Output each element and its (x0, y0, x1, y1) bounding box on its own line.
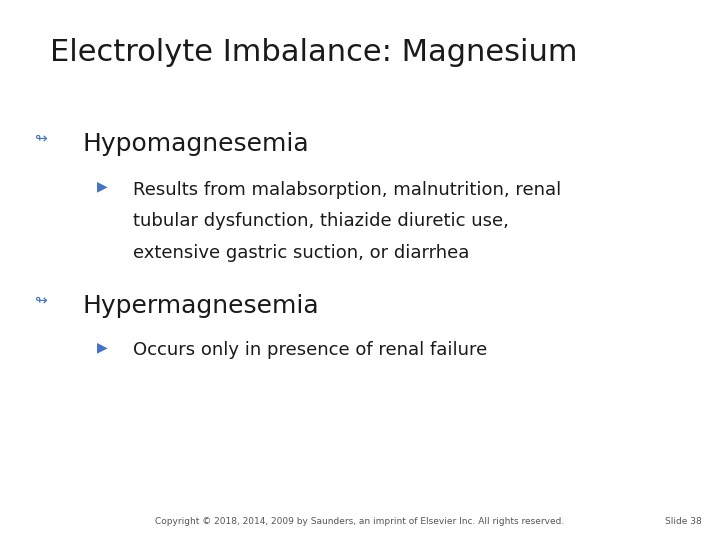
Text: Results from malabsorption, malnutrition, renal: Results from malabsorption, malnutrition… (133, 181, 562, 199)
Text: ▶: ▶ (97, 179, 108, 193)
Text: Electrolyte Imbalance: Magnesium: Electrolyte Imbalance: Magnesium (50, 38, 578, 67)
Text: tubular dysfunction, thiazide diuretic use,: tubular dysfunction, thiazide diuretic u… (133, 212, 509, 230)
Text: Hypermagnesemia: Hypermagnesemia (83, 294, 320, 318)
Text: Slide 38: Slide 38 (665, 517, 702, 526)
Text: ↬: ↬ (35, 131, 48, 146)
Text: Copyright © 2018, 2014, 2009 by Saunders, an imprint of Elsevier Inc. All rights: Copyright © 2018, 2014, 2009 by Saunders… (156, 517, 564, 526)
Text: Occurs only in presence of renal failure: Occurs only in presence of renal failure (133, 341, 487, 359)
Text: extensive gastric suction, or diarrhea: extensive gastric suction, or diarrhea (133, 244, 469, 261)
Text: ↬: ↬ (35, 293, 48, 308)
Text: Hypomagnesemia: Hypomagnesemia (83, 132, 310, 156)
Text: ▶: ▶ (97, 340, 108, 354)
